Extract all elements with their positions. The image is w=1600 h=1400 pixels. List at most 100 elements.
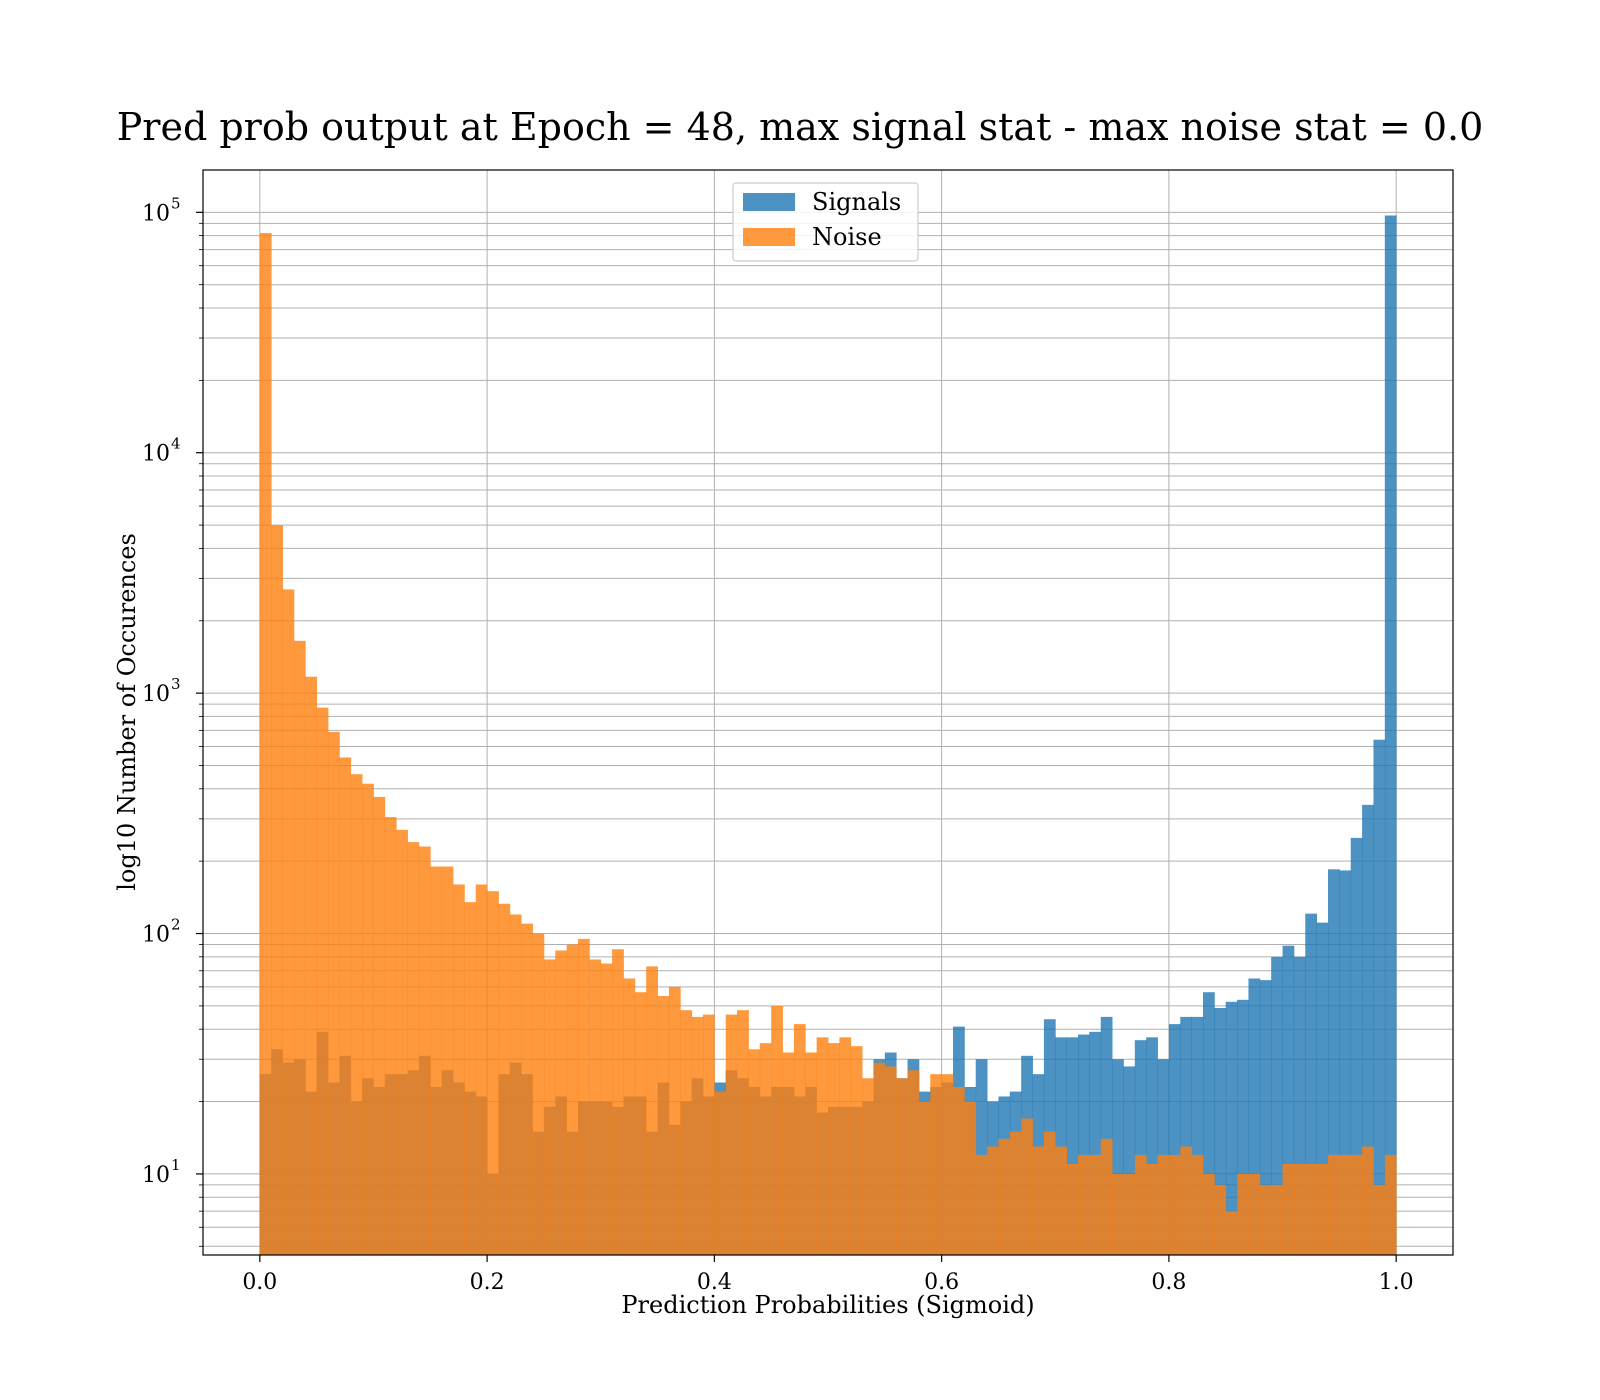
bar-noise [1271, 1184, 1283, 1255]
bar-signals [1078, 1034, 1090, 1255]
bar-noise [998, 1138, 1011, 1255]
y-tick-exponent: 3 [171, 675, 181, 693]
bar-signals [1248, 978, 1261, 1255]
bar-noise [1316, 1163, 1329, 1255]
bar-noise [350, 774, 363, 1255]
legend-label-noise: Noise [812, 223, 882, 251]
bar-noise [430, 866, 443, 1255]
bar-noise [1282, 1163, 1295, 1255]
y-axis-label: log10 Number of Occurences [113, 533, 141, 891]
histogram-bars [259, 215, 1397, 1256]
y-tick-label: 10 [142, 201, 170, 226]
bar-noise [1237, 1173, 1249, 1255]
bar-noise [441, 866, 454, 1255]
bar-noise [918, 1101, 931, 1255]
bar-noise [316, 707, 329, 1255]
bar-signals [1191, 1016, 1204, 1255]
y-tick-exponent: 4 [171, 435, 181, 453]
bar-noise [964, 1101, 977, 1255]
bar-noise [1100, 1138, 1113, 1255]
bar-noise [1214, 1184, 1227, 1255]
bar-noise [543, 959, 556, 1255]
bar-signals [1237, 999, 1249, 1255]
bar-noise [805, 1052, 818, 1255]
series-noise [259, 233, 1397, 1256]
bar-signals [1259, 980, 1272, 1255]
bar-noise [532, 933, 545, 1255]
bar-noise [259, 233, 272, 1256]
bar-noise [657, 995, 670, 1255]
bar-signals [1112, 1059, 1124, 1255]
bar-signals [1203, 992, 1215, 1255]
bar-noise [1168, 1154, 1181, 1255]
bar-signals [1328, 869, 1340, 1255]
bar-noise [737, 1010, 749, 1255]
bar-signals [1282, 945, 1295, 1255]
bar-noise [623, 978, 636, 1255]
bar-noise [1180, 1146, 1193, 1255]
bar-noise [1043, 1131, 1056, 1255]
bar-signals [1293, 956, 1306, 1255]
bar-signals [1134, 1040, 1147, 1255]
bar-noise [578, 938, 590, 1255]
bar-noise [1055, 1146, 1068, 1255]
bar-signals [1168, 1024, 1181, 1255]
bar-noise [600, 963, 613, 1255]
bar-noise [1328, 1154, 1340, 1255]
bar-noise [407, 842, 420, 1255]
bar-noise [418, 846, 431, 1255]
bar-noise [953, 1086, 965, 1255]
legend-swatch-signals [743, 193, 795, 211]
bar-noise [555, 950, 568, 1255]
bar-noise [1373, 1184, 1386, 1255]
bar-noise [475, 884, 488, 1255]
bar-noise [271, 525, 283, 1255]
bar-noise [1032, 1146, 1045, 1255]
legend-swatch-noise [743, 228, 795, 246]
x-axis-label: Prediction Probabilities (Sigmoid) [621, 1291, 1034, 1319]
bar-noise [612, 949, 624, 1255]
bar-noise [793, 1024, 806, 1255]
bar-noise [453, 884, 465, 1255]
bar-noise [896, 1078, 908, 1255]
x-tick-label: 0.0 [242, 1270, 277, 1295]
bar-noise [748, 1049, 761, 1255]
bar-noise [646, 966, 658, 1255]
bar-noise [589, 959, 602, 1255]
bar-noise [816, 1037, 829, 1255]
bar-noise [384, 817, 397, 1255]
bar-noise [1248, 1173, 1261, 1255]
bar-signals [1373, 739, 1386, 1255]
bar-noise [941, 1074, 954, 1255]
bar-noise [1157, 1154, 1170, 1255]
bar-noise [1089, 1154, 1102, 1255]
bar-noise [1350, 1154, 1363, 1255]
bar-noise [714, 1091, 727, 1255]
bar-noise [282, 589, 295, 1255]
bar-noise [759, 1043, 772, 1255]
bar-noise [1146, 1163, 1158, 1255]
y-tick-label: 10 [142, 1163, 170, 1188]
x-tick-label: 0.4 [697, 1270, 732, 1295]
bar-noise [634, 992, 647, 1255]
bar-noise [975, 1154, 988, 1255]
bar-noise [771, 1005, 783, 1255]
bar-noise [1203, 1173, 1215, 1255]
bar-noise [362, 783, 374, 1255]
plot-frame [202, 169, 1454, 1256]
bar-noise [1134, 1154, 1147, 1255]
bar-noise [464, 902, 477, 1255]
bar-signals [1362, 804, 1374, 1255]
bar-signals [1271, 956, 1283, 1255]
bar-noise [521, 923, 533, 1255]
bar-signals [1146, 1037, 1158, 1255]
chart-title: Pred prob output at Epoch = 48, max sign… [117, 105, 1484, 149]
bar-noise [1362, 1146, 1374, 1255]
bar-signals [1180, 1016, 1193, 1255]
bar-noise [328, 731, 340, 1255]
bar-noise [305, 676, 318, 1255]
bar-noise [691, 1016, 704, 1255]
bar-noise [1293, 1163, 1306, 1255]
bar-noise [839, 1037, 852, 1255]
